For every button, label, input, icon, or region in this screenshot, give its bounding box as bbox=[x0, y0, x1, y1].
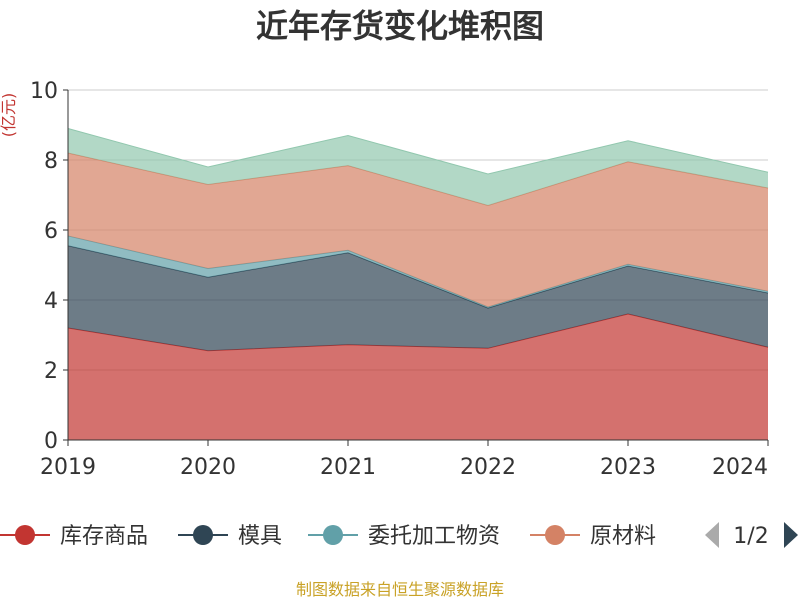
legend-label-0: 库存商品 bbox=[60, 524, 148, 549]
data-source-footer: 制图数据来自恒生聚源数据库 bbox=[296, 580, 504, 599]
series-area-4 bbox=[68, 128, 768, 206]
legend-marker-2 bbox=[323, 525, 343, 545]
x-tick-label: 2023 bbox=[600, 455, 656, 480]
x-tick-label: 2019 bbox=[40, 455, 96, 480]
y-axis-unit-label: (亿元) bbox=[0, 93, 18, 138]
legend-marker-1 bbox=[193, 525, 213, 545]
legend-marker-3 bbox=[545, 525, 565, 545]
series-line-4 bbox=[67, 128, 769, 175]
x-tick-label: 2022 bbox=[460, 455, 516, 480]
legend-page-indicator: 1/2 bbox=[733, 524, 768, 549]
legend-label-3: 原材料 bbox=[590, 524, 656, 549]
x-tick-label: 2020 bbox=[180, 455, 236, 480]
y-tick-label: 10 bbox=[30, 79, 58, 104]
y-tick-label: 0 bbox=[44, 429, 58, 454]
series-area-2 bbox=[68, 235, 768, 309]
legend-prev-page-icon[interactable] bbox=[705, 522, 719, 548]
x-tick-label: 2024 bbox=[712, 455, 768, 480]
axes bbox=[63, 89, 769, 446]
chart-title: 近年存货变化堆积图 bbox=[256, 7, 544, 45]
y-tick-label: 8 bbox=[44, 149, 58, 174]
y-tick-label: 4 bbox=[44, 289, 58, 314]
series-area-1 bbox=[68, 245, 768, 351]
legend-label-2: 委托加工物资 bbox=[368, 524, 500, 549]
legend-next-page-icon[interactable] bbox=[784, 522, 798, 548]
series-area-0 bbox=[68, 314, 768, 440]
legend-marker-0 bbox=[15, 525, 35, 545]
legend: 库存商品 模具 委托加工物资 原材料 bbox=[0, 524, 656, 549]
series-area-3 bbox=[68, 153, 768, 307]
legend-pager: 1/2 bbox=[705, 522, 798, 549]
stacked-areas bbox=[67, 128, 769, 440]
x-tick-labels: 2019 2020 2021 2022 2023 2024 bbox=[40, 455, 768, 480]
y-tick-labels: 0 2 4 6 8 10 bbox=[30, 79, 58, 454]
legend-label-1: 模具 bbox=[238, 524, 282, 549]
y-tick-label: 2 bbox=[44, 359, 58, 384]
y-tick-label: 6 bbox=[44, 219, 58, 244]
x-tick-label: 2021 bbox=[320, 455, 376, 480]
